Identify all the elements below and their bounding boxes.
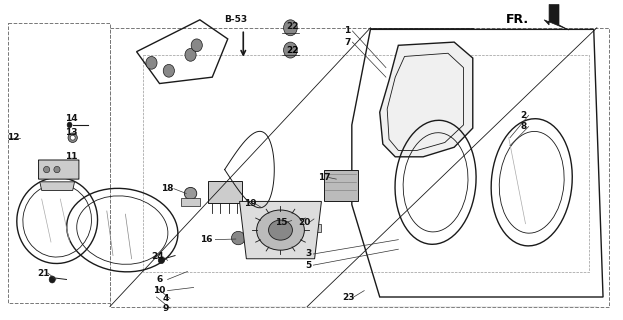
Text: 10: 10 — [153, 286, 166, 295]
Text: 22: 22 — [287, 22, 299, 31]
Bar — [143, 55, 589, 271]
Text: 20: 20 — [298, 218, 310, 227]
Text: 18: 18 — [161, 184, 174, 193]
Text: 17: 17 — [318, 173, 330, 182]
Text: 23: 23 — [343, 292, 355, 301]
Ellipse shape — [163, 64, 174, 77]
Bar — [7, 23, 110, 303]
Ellipse shape — [54, 166, 60, 173]
Bar — [280, 225, 300, 233]
Text: 22: 22 — [287, 45, 299, 55]
Text: 12: 12 — [7, 133, 20, 142]
Text: 14: 14 — [65, 114, 78, 123]
Text: 11: 11 — [65, 152, 78, 161]
Text: 3: 3 — [305, 250, 312, 259]
Text: 4: 4 — [163, 294, 169, 303]
Text: 13: 13 — [65, 128, 78, 137]
Text: 19: 19 — [244, 199, 257, 208]
Bar — [110, 28, 609, 307]
Text: 2: 2 — [520, 111, 527, 120]
Text: 5: 5 — [305, 261, 312, 270]
Polygon shape — [544, 4, 569, 30]
Ellipse shape — [68, 133, 77, 142]
Bar — [207, 181, 242, 203]
Ellipse shape — [191, 39, 202, 52]
Text: 21: 21 — [37, 268, 50, 278]
Ellipse shape — [49, 276, 55, 283]
Ellipse shape — [283, 213, 296, 228]
Ellipse shape — [184, 188, 197, 199]
Ellipse shape — [257, 210, 305, 250]
Ellipse shape — [70, 135, 75, 140]
Ellipse shape — [232, 231, 245, 245]
Ellipse shape — [67, 122, 72, 128]
Text: FR.: FR. — [505, 13, 528, 26]
Bar — [302, 224, 321, 232]
Text: B-53: B-53 — [224, 15, 247, 24]
Ellipse shape — [44, 166, 50, 173]
Polygon shape — [380, 42, 473, 157]
FancyBboxPatch shape — [39, 160, 79, 179]
Text: 24: 24 — [151, 252, 164, 261]
Text: 8: 8 — [520, 122, 527, 131]
Ellipse shape — [158, 257, 164, 264]
Polygon shape — [324, 170, 358, 201]
Text: 16: 16 — [200, 235, 212, 244]
Polygon shape — [240, 201, 321, 259]
Ellipse shape — [256, 202, 267, 213]
Polygon shape — [40, 182, 75, 190]
Bar — [181, 198, 200, 206]
Ellipse shape — [185, 49, 196, 61]
Ellipse shape — [283, 20, 297, 36]
Text: 7: 7 — [345, 38, 351, 47]
Text: 6: 6 — [156, 275, 163, 284]
Ellipse shape — [283, 42, 297, 58]
Text: 1: 1 — [345, 27, 351, 36]
Text: 15: 15 — [275, 218, 288, 227]
Ellipse shape — [146, 56, 157, 69]
Ellipse shape — [269, 220, 292, 240]
Text: 9: 9 — [163, 304, 169, 313]
Ellipse shape — [305, 212, 318, 226]
